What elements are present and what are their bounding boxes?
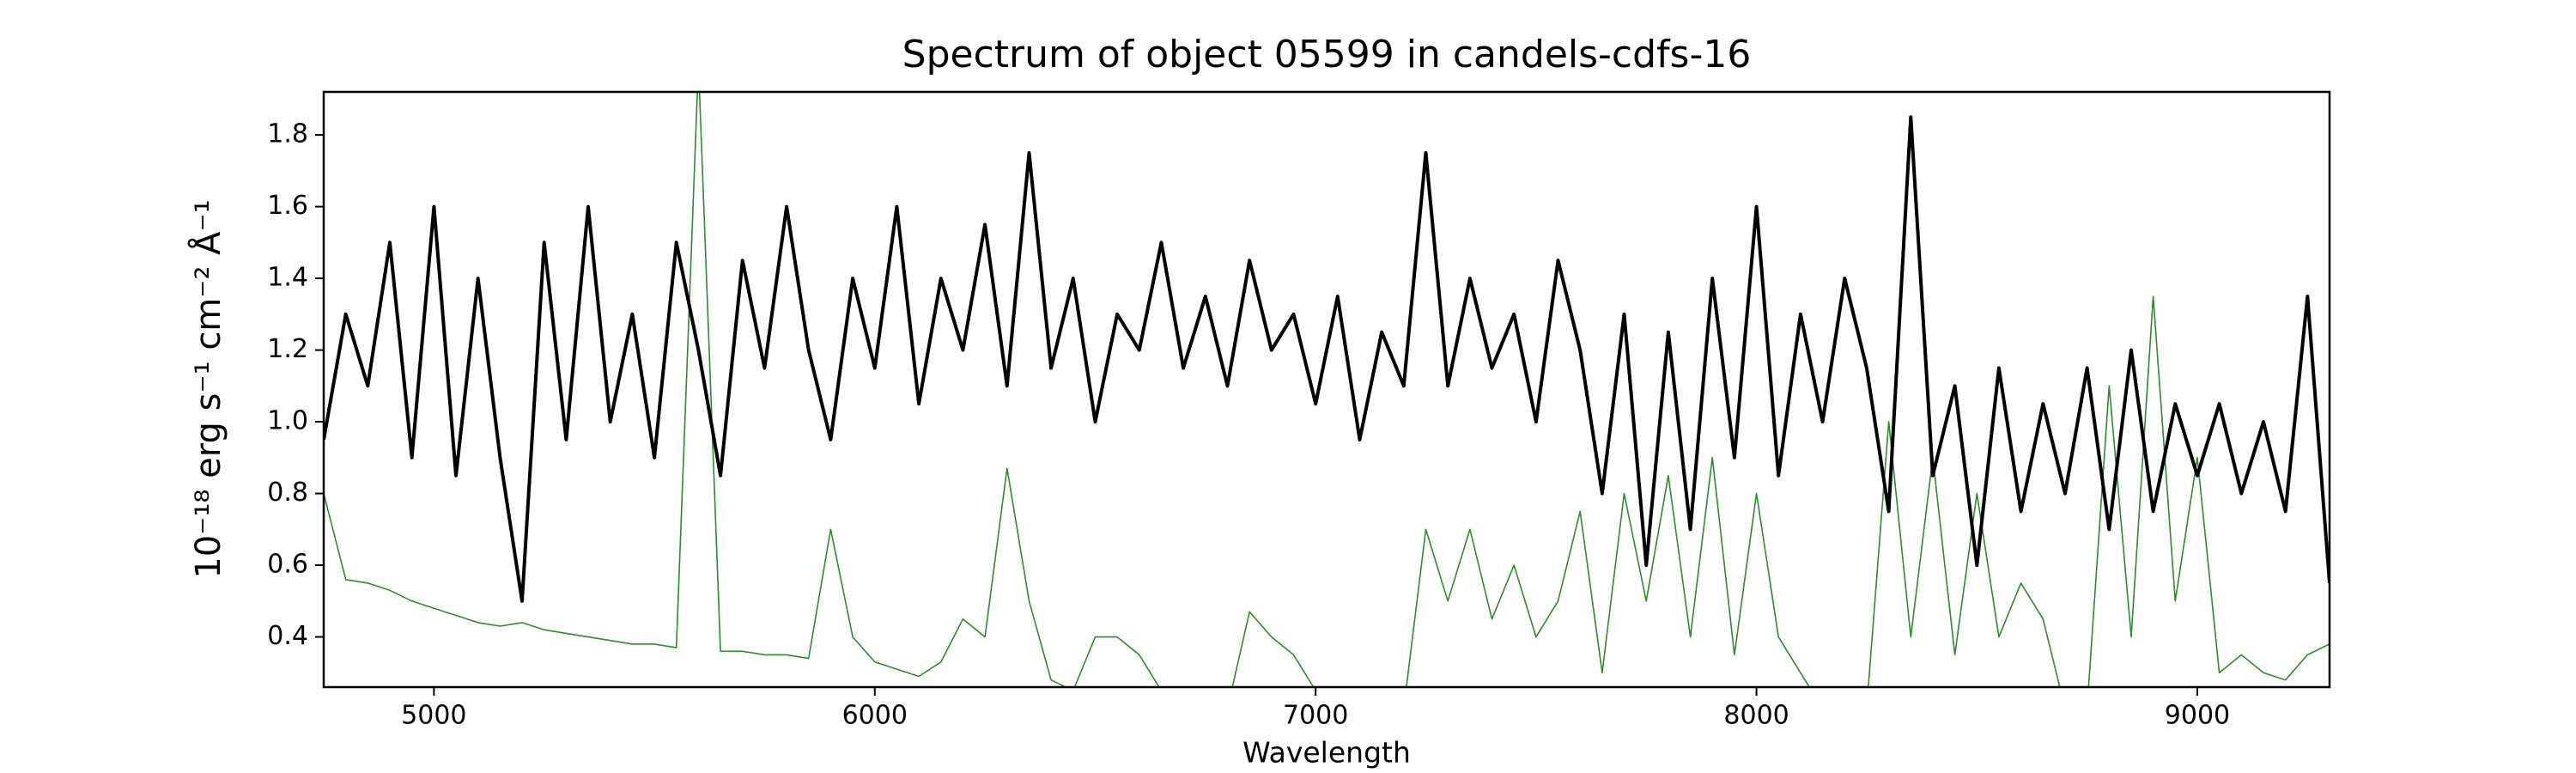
plot-area	[324, 92, 2330, 687]
y-tick-label: 1.8	[267, 119, 308, 149]
x-axis-label: Wavelength	[1242, 736, 1411, 770]
y-tick-label: 1.6	[267, 191, 308, 221]
x-tick-label: 5000	[401, 701, 466, 731]
y-tick-label: 0.8	[267, 478, 308, 508]
x-tick-label: 6000	[842, 701, 908, 731]
chart-title: Spectrum of object 05599 in candels-cdfs…	[902, 33, 1752, 76]
spectrum-line	[324, 115, 2330, 603]
y-axis-label: 10⁻¹⁸ erg s⁻¹ cm⁻² Å⁻¹	[187, 199, 228, 578]
y-tick-label: 1.4	[267, 263, 308, 293]
x-tick-label: 9000	[2165, 701, 2230, 731]
y-tick-label: 0.4	[267, 621, 308, 651]
plot-frame	[322, 90, 2331, 689]
y-tick-label: 1.2	[267, 334, 308, 364]
spectrum-line	[324, 92, 2330, 687]
y-tick-label: 0.6	[267, 550, 308, 580]
y-tick-label: 1.0	[267, 406, 308, 436]
x-tick-label: 7000	[1283, 701, 1348, 731]
x-tick-label: 8000	[1723, 701, 1789, 731]
